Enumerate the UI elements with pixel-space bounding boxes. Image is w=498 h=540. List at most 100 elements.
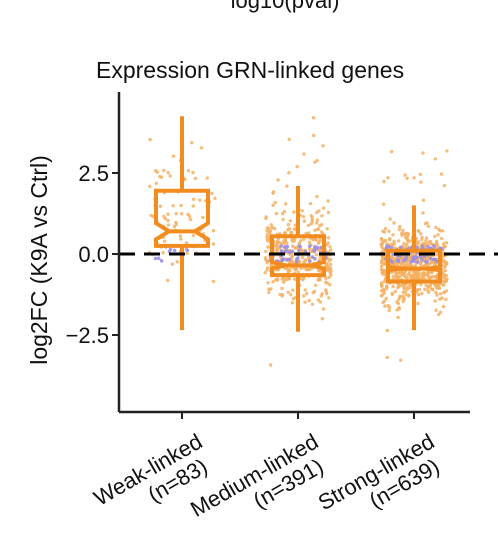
- data-point: [329, 262, 333, 266]
- data-point: [320, 223, 324, 227]
- data-point: [313, 283, 318, 287]
- data-point: [175, 260, 179, 264]
- data-point: [402, 274, 407, 278]
- data-point: [306, 231, 311, 235]
- data-point: [178, 234, 183, 238]
- data-point: [391, 284, 395, 289]
- data-point: [166, 171, 170, 175]
- data-point: [316, 241, 321, 245]
- data-point: [315, 218, 319, 222]
- data-point: [433, 234, 437, 238]
- data-point: [401, 271, 405, 275]
- highlight-point: [412, 259, 416, 264]
- data-point: [379, 242, 383, 246]
- data-point: [392, 239, 396, 243]
- data-point: [307, 298, 311, 303]
- data-point: [315, 194, 319, 199]
- box-2: [386, 248, 442, 284]
- data-point: [391, 274, 395, 279]
- data-point: [437, 312, 441, 317]
- data-point: [265, 238, 270, 242]
- data-point: [166, 223, 170, 227]
- data-point: [311, 237, 315, 242]
- data-point: [381, 229, 385, 233]
- data-point: [191, 233, 196, 238]
- data-point: [291, 288, 295, 292]
- data-point: [445, 241, 449, 245]
- data-point: [211, 229, 216, 233]
- data-point: [308, 201, 313, 206]
- data-point: [396, 315, 400, 320]
- data-point: [314, 252, 318, 257]
- data-point: [191, 170, 195, 175]
- data-point: [307, 256, 311, 260]
- data-point: [384, 286, 389, 291]
- data-point: [174, 222, 178, 227]
- data-point: [307, 247, 312, 251]
- data-point: [404, 235, 408, 240]
- y-tick-label: 2.5: [78, 161, 109, 186]
- data-point: [418, 172, 423, 177]
- data-point: [161, 251, 165, 255]
- data-point: [433, 299, 437, 303]
- data-point: [148, 137, 152, 142]
- data-point: [305, 291, 309, 296]
- data-point: [327, 296, 331, 300]
- data-point: [421, 198, 426, 202]
- data-point: [303, 288, 307, 292]
- data-point: [179, 212, 184, 216]
- data-point: [401, 228, 405, 233]
- data-point: [166, 218, 170, 223]
- highlight-point: [307, 244, 312, 248]
- data-point: [158, 204, 163, 208]
- data-point: [284, 202, 288, 206]
- data-point: [276, 178, 280, 182]
- data-point: [324, 276, 328, 281]
- data-point: [443, 269, 447, 273]
- data-point: [438, 229, 442, 233]
- data-point: [302, 152, 306, 156]
- data-point: [185, 251, 189, 256]
- data-point: [408, 262, 412, 267]
- highlight-point: [285, 258, 290, 262]
- data-point: [395, 300, 399, 304]
- data-point: [382, 288, 386, 292]
- data-point: [397, 239, 401, 243]
- highlight-point: [159, 259, 164, 263]
- data-point: [304, 268, 308, 272]
- data-point: [443, 280, 447, 284]
- data-point: [291, 244, 295, 248]
- data-point: [393, 262, 397, 266]
- highlight-point: [308, 259, 312, 263]
- data-point: [265, 228, 269, 233]
- data-point: [275, 239, 280, 244]
- data-point: [300, 255, 305, 260]
- data-point: [433, 157, 438, 161]
- highlight-point: [319, 246, 323, 250]
- data-point: [404, 292, 408, 297]
- highlight-point: [298, 244, 302, 248]
- data-point: [379, 294, 383, 298]
- data-point: [402, 287, 406, 291]
- data-point: [315, 158, 319, 163]
- data-point: [434, 284, 438, 288]
- data-point: [264, 216, 268, 221]
- data-point: [440, 296, 444, 300]
- data-point: [421, 273, 426, 278]
- data-point: [275, 247, 279, 251]
- data-point: [292, 227, 297, 231]
- highlight-point: [312, 249, 317, 253]
- data-point: [292, 210, 296, 214]
- data-point: [284, 266, 288, 271]
- data-point: [282, 209, 287, 214]
- data-point: [271, 203, 275, 207]
- data-point: [162, 168, 166, 173]
- data-point: [416, 301, 420, 306]
- data-point: [442, 283, 446, 287]
- data-point: [398, 224, 402, 229]
- data-point: [385, 328, 389, 333]
- data-point: [428, 241, 433, 246]
- data-point: [434, 290, 438, 294]
- highlight-point: [285, 244, 290, 249]
